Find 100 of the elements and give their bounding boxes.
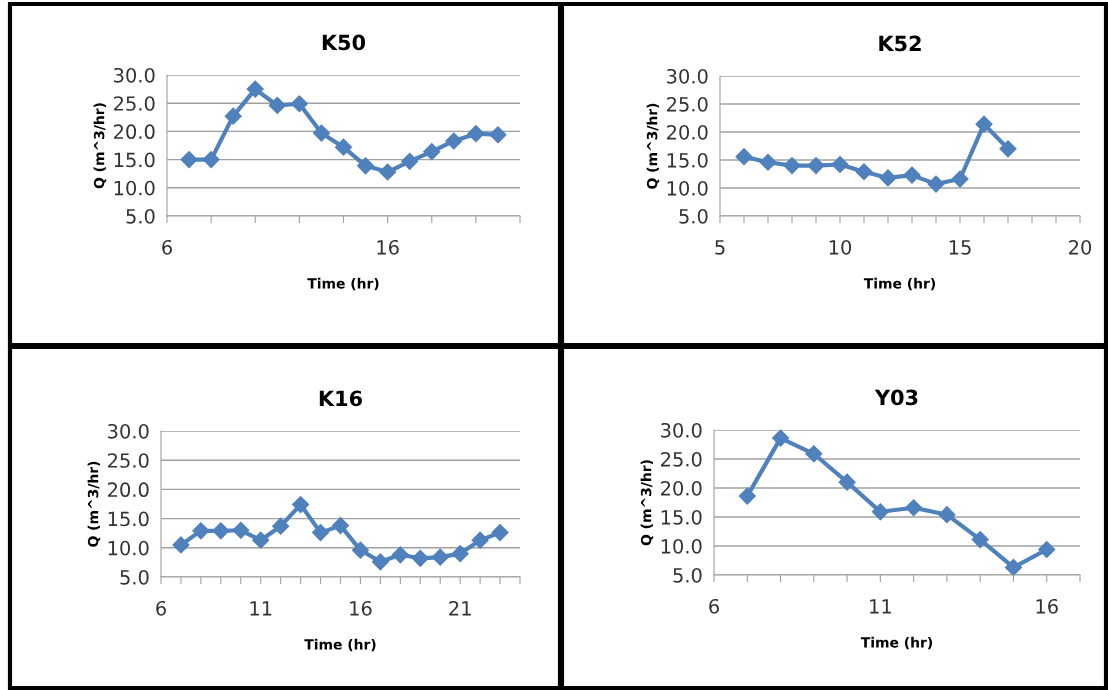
point	[268, 96, 286, 115]
point	[971, 531, 989, 549]
point	[391, 546, 409, 564]
y-axis-title: Q (m^3/hr)	[93, 103, 107, 189]
point	[838, 473, 856, 491]
point	[224, 107, 242, 125]
point	[334, 138, 353, 156]
point	[357, 157, 375, 175]
point	[855, 163, 873, 181]
y-tick-label: 5.0	[679, 208, 708, 224]
y-tick-label: 20.0	[108, 482, 149, 498]
point	[246, 80, 264, 98]
x-tick-label: 5	[715, 240, 725, 255]
point	[445, 132, 463, 150]
point	[292, 496, 310, 514]
point	[423, 143, 441, 161]
point	[975, 115, 993, 133]
point	[232, 521, 250, 539]
point	[290, 95, 308, 113]
x-tick-label: 16	[377, 239, 399, 255]
y-tick-label: 20.0	[114, 124, 155, 140]
x-tick-label: 15	[949, 240, 971, 255]
point	[252, 531, 270, 549]
point	[172, 536, 190, 554]
x-tick-label: 16	[350, 600, 372, 616]
x-tick-label: 6	[709, 598, 719, 614]
x-axis-title: Time (hr)	[863, 277, 935, 291]
y-tick-label: 25.0	[661, 451, 702, 467]
point	[491, 524, 509, 542]
point	[471, 531, 489, 549]
point	[1038, 540, 1056, 559]
point	[379, 163, 397, 181]
point	[879, 169, 897, 187]
point	[489, 126, 507, 144]
point	[831, 155, 849, 174]
y-tick-label: 15.0	[667, 152, 708, 168]
point	[312, 524, 330, 542]
x-tick-label: 21	[449, 600, 471, 616]
x-tick-label: 20	[1069, 239, 1092, 255]
point	[351, 541, 369, 559]
x-axis-title: Time (hr)	[307, 277, 379, 291]
point	[180, 151, 198, 169]
y-tick-label: 5.0	[120, 569, 149, 585]
point	[411, 549, 429, 567]
x-tick-label: 10	[829, 239, 852, 255]
y-axis-title: Q (m^3/hr)	[646, 103, 660, 189]
point	[951, 170, 969, 188]
y-tick-label: 25.0	[114, 96, 155, 111]
point	[1004, 558, 1023, 577]
point	[771, 429, 790, 447]
chart-title: K16	[319, 390, 362, 407]
point	[999, 140, 1017, 158]
point	[312, 124, 330, 142]
point	[738, 487, 756, 505]
point	[467, 125, 485, 143]
x-tick-label: 11	[250, 601, 272, 616]
y-tick-label: 10.0	[667, 180, 708, 196]
point	[927, 175, 945, 193]
y-tick-label: 5.0	[126, 208, 155, 224]
chart-title: K52	[879, 35, 921, 52]
point	[401, 152, 419, 170]
point	[192, 522, 210, 540]
point	[903, 166, 921, 184]
y-tick-label: 30.0	[661, 422, 702, 438]
chart-title: K50	[322, 34, 366, 51]
y-axis-title: Q (m^3/hr)	[640, 460, 654, 546]
point	[431, 548, 449, 566]
point	[905, 499, 923, 517]
x-tick-label: 6	[156, 600, 166, 616]
x-tick-label: 11	[870, 599, 891, 614]
point	[451, 545, 469, 563]
point	[807, 157, 825, 175]
y-tick-label: 10.0	[661, 538, 702, 554]
point	[805, 445, 823, 463]
x-tick-label: 6	[162, 239, 172, 255]
point	[938, 506, 956, 524]
x-axis-title: Time (hr)	[860, 636, 932, 650]
point	[202, 151, 220, 169]
y-tick-label: 5.0	[673, 567, 702, 583]
point	[783, 157, 801, 175]
y-tick-label: 15.0	[661, 509, 702, 525]
point	[331, 517, 350, 535]
y-tick-label: 15.0	[108, 511, 149, 527]
y-tick-label: 25.0	[108, 453, 149, 468]
y-tick-label: 15.0	[114, 152, 155, 168]
chart-title: Y03	[874, 389, 918, 406]
point	[212, 522, 230, 540]
y-tick-label: 20.0	[661, 480, 702, 496]
point	[871, 503, 889, 521]
point	[371, 553, 389, 571]
y-tick-label: 10.0	[108, 540, 149, 556]
y-tick-label: 10.0	[114, 180, 155, 196]
point	[735, 148, 753, 166]
y-tick-label: 25.0	[667, 96, 708, 112]
y-axis-title: Q (m^3/hr)	[87, 461, 101, 547]
y-tick-label: 30.0	[114, 67, 155, 83]
y-tick-label: 30.0	[108, 423, 149, 439]
y-tick-label: 30.0	[667, 68, 708, 84]
x-tick-label: 16	[1036, 598, 1058, 614]
point	[759, 153, 777, 171]
